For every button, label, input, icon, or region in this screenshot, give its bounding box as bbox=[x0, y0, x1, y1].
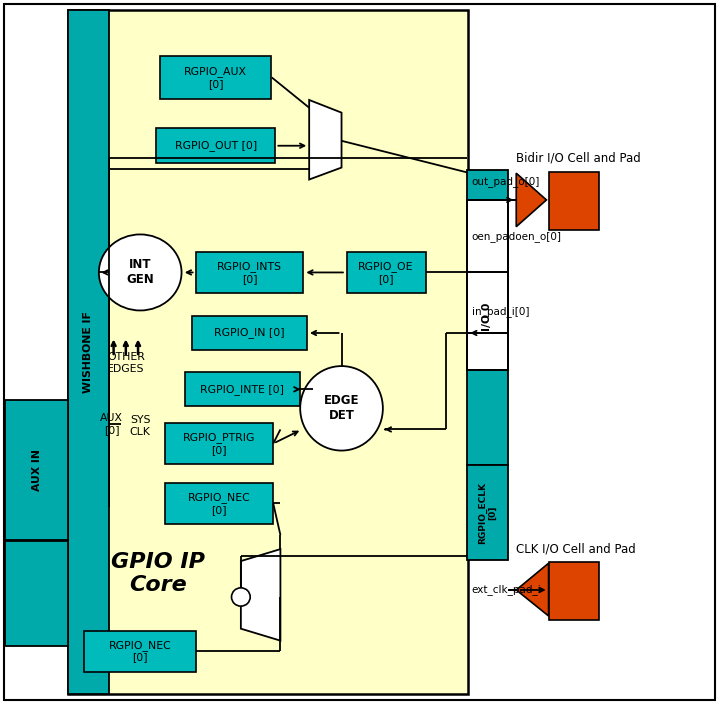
Text: out_pad_o[0]: out_pad_o[0] bbox=[472, 176, 540, 187]
FancyBboxPatch shape bbox=[549, 562, 599, 620]
Text: CLK I/O Cell and Pad: CLK I/O Cell and Pad bbox=[516, 543, 636, 555]
Polygon shape bbox=[516, 173, 546, 227]
Text: RGPIO_ECLK
[0]: RGPIO_ECLK [0] bbox=[477, 482, 498, 543]
Text: RGPIO_NEC
[0]: RGPIO_NEC [0] bbox=[109, 640, 172, 662]
FancyBboxPatch shape bbox=[347, 252, 426, 293]
Text: RGPIO_OUT [0]: RGPIO_OUT [0] bbox=[175, 140, 257, 151]
Ellipse shape bbox=[99, 234, 181, 310]
Polygon shape bbox=[516, 563, 549, 616]
FancyBboxPatch shape bbox=[185, 372, 300, 406]
FancyBboxPatch shape bbox=[160, 56, 271, 99]
Text: GPIO IP
Core: GPIO IP Core bbox=[111, 552, 205, 596]
FancyBboxPatch shape bbox=[68, 10, 109, 694]
FancyBboxPatch shape bbox=[467, 170, 508, 465]
Text: oen_padoen_o[0]: oen_padoen_o[0] bbox=[472, 231, 562, 242]
Text: SYS
CLK: SYS CLK bbox=[129, 415, 151, 436]
Polygon shape bbox=[309, 100, 342, 180]
Ellipse shape bbox=[301, 366, 383, 451]
FancyBboxPatch shape bbox=[549, 172, 599, 230]
Text: EDGE
DET: EDGE DET bbox=[324, 394, 360, 422]
FancyBboxPatch shape bbox=[467, 465, 508, 560]
FancyBboxPatch shape bbox=[4, 4, 715, 700]
FancyBboxPatch shape bbox=[192, 316, 307, 350]
FancyBboxPatch shape bbox=[196, 252, 303, 293]
FancyBboxPatch shape bbox=[68, 10, 468, 694]
Text: OTHER
EDGES: OTHER EDGES bbox=[107, 353, 145, 374]
FancyBboxPatch shape bbox=[165, 483, 273, 524]
Text: AUX
[0]: AUX [0] bbox=[100, 413, 123, 434]
FancyBboxPatch shape bbox=[156, 128, 275, 163]
Polygon shape bbox=[241, 549, 280, 641]
FancyBboxPatch shape bbox=[5, 400, 68, 540]
Text: I/O 0: I/O 0 bbox=[482, 303, 493, 331]
Text: in_pad_i[0]: in_pad_i[0] bbox=[472, 306, 529, 317]
FancyBboxPatch shape bbox=[467, 200, 508, 370]
Text: RGPIO_INTE [0]: RGPIO_INTE [0] bbox=[201, 384, 284, 395]
Text: RGPIO_AUX
[0]: RGPIO_AUX [0] bbox=[184, 66, 247, 89]
FancyBboxPatch shape bbox=[165, 423, 273, 464]
Text: RGPIO_INTS
[0]: RGPIO_INTS [0] bbox=[217, 261, 282, 284]
Text: RGPIO_NEC
[0]: RGPIO_NEC [0] bbox=[188, 492, 251, 515]
Text: RGPIO_IN [0]: RGPIO_IN [0] bbox=[214, 327, 285, 339]
Text: AUX IN: AUX IN bbox=[32, 448, 42, 491]
Circle shape bbox=[232, 588, 250, 606]
Text: ext_clk_pad_i: ext_clk_pad_i bbox=[472, 584, 541, 596]
Text: RGPIO_PTRIG
[0]: RGPIO_PTRIG [0] bbox=[183, 432, 255, 455]
FancyBboxPatch shape bbox=[85, 631, 196, 672]
Text: WISHBONE IF: WISHBONE IF bbox=[83, 311, 93, 393]
Text: INT
GEN: INT GEN bbox=[127, 258, 154, 287]
FancyBboxPatch shape bbox=[5, 541, 68, 646]
Text: Bidir I/O Cell and Pad: Bidir I/O Cell and Pad bbox=[516, 152, 641, 165]
Text: RGPIO_OE
[0]: RGPIO_OE [0] bbox=[358, 261, 414, 284]
